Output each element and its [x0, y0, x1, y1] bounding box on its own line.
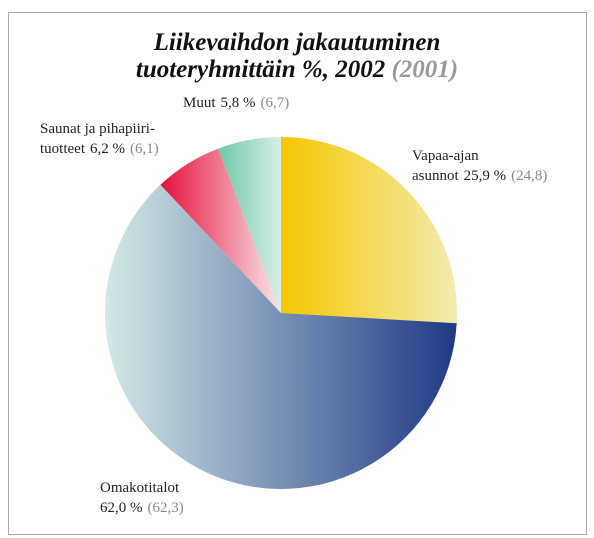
chart-title: tuoteryhmittäin %, 2002 — [136, 56, 385, 83]
slice-value-label: 5,8 % — [221, 95, 256, 111]
chart-title: Liikevaihdon jakautuminen — [153, 29, 441, 56]
slice-category: tuotteet — [40, 141, 86, 157]
slice-label: Muut 5,8 % (6,7) — [183, 95, 289, 111]
pie-slice — [160, 148, 281, 313]
pie-slice — [105, 184, 457, 490]
slice-category: Saunat ja pihapiiri- — [40, 121, 155, 137]
slice-value-label: 25,9 % — [464, 168, 507, 184]
slice-label: Saunat ja pihapiiri-tuotteet 6,2 % (6,1) — [40, 121, 159, 157]
slice-value-label: 62,0 % — [100, 500, 143, 516]
frame — [8, 12, 587, 535]
slice-label: Omakotitalot 62,0 % (62,3) — [100, 480, 184, 516]
chart-title: tuoteryhmittäin %, 2002 (2001) — [136, 56, 458, 83]
chart-title-comparison: (2001) — [391, 56, 458, 83]
pie-slice — [218, 137, 281, 313]
slice-prev-value-label: (6,7) — [261, 95, 290, 111]
slice-prev-value-label: (6,1) — [130, 141, 159, 157]
pie-slice — [281, 137, 457, 324]
slice-category: Muut — [183, 95, 216, 111]
slice-category: asunnot — [412, 168, 459, 184]
slice-category: Omakotitalot — [100, 480, 180, 496]
slice-value-label: 6,2 % — [90, 141, 125, 157]
slice-category: Vapaa-ajan — [412, 148, 479, 164]
slice-prev-value-label: (24,8) — [511, 168, 547, 184]
slice-label: Vapaa-ajan asunnot 25,9 % (24,8) — [412, 148, 547, 184]
slice-prev-value-label: (62,3) — [148, 500, 184, 516]
